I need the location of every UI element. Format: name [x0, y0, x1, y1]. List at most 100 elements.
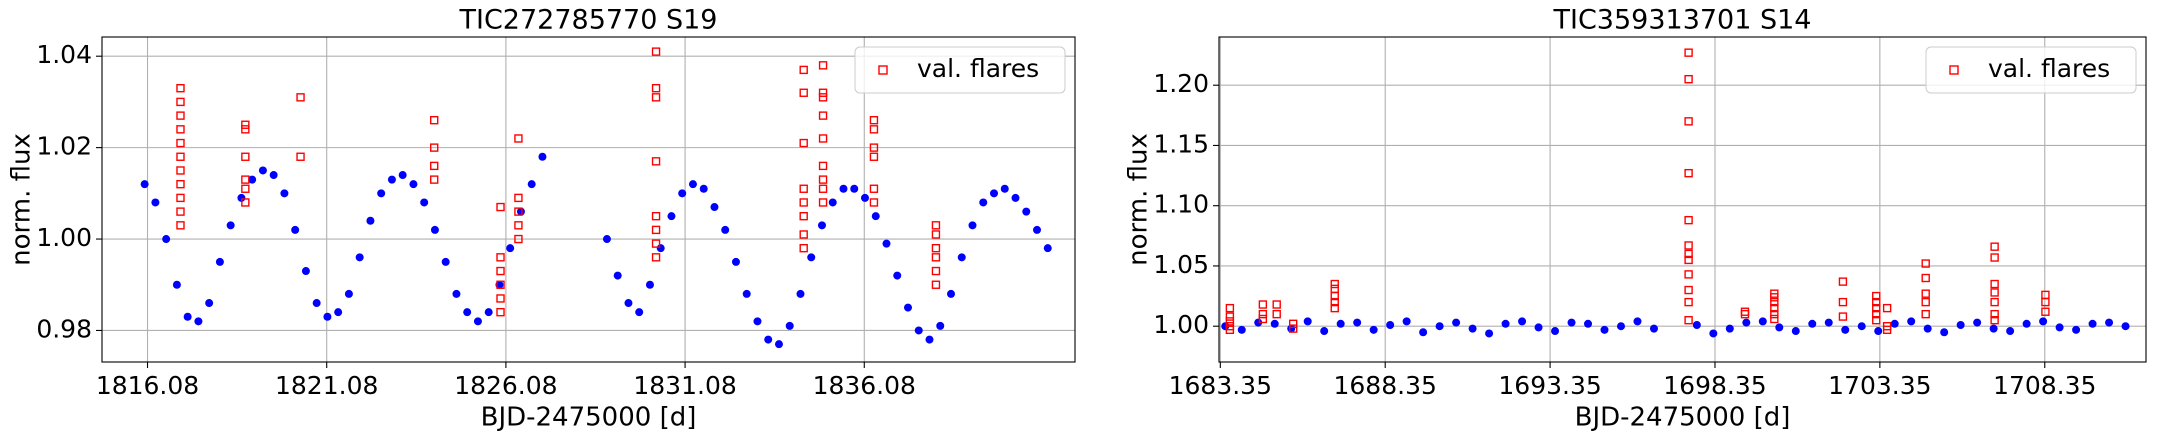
data-point	[656, 244, 665, 253]
flare-marker	[931, 243, 941, 253]
data-point	[1287, 324, 1296, 333]
flare-marker	[799, 88, 808, 97]
flare-marker	[1990, 253, 1999, 262]
flare-marker	[1225, 312, 1235, 321]
chart-panel: 1816.08 1821.08 1826.08 1831.08 1836.08 0.98 1…	[7, 5, 1076, 432]
x-tick-label: 1688.35	[1334, 371, 1437, 400]
flare-marker	[1838, 277, 1848, 286]
data-point	[1633, 317, 1642, 326]
flare-marker	[1770, 309, 1779, 319]
flare-marker	[1872, 309, 1881, 319]
data-point	[2105, 318, 2114, 327]
data-point	[258, 166, 267, 175]
flare-marker	[496, 294, 505, 303]
data-point	[269, 171, 278, 180]
flare-marker	[496, 253, 505, 262]
data-point	[215, 257, 224, 266]
flare-marker	[1330, 279, 1339, 289]
flare-marker	[1921, 289, 1930, 298]
flare-marker	[241, 175, 250, 184]
data-point	[2022, 319, 2031, 328]
flare-marker	[1684, 297, 1693, 307]
flare-marker	[1990, 315, 1999, 325]
data-point	[1956, 321, 1965, 330]
flare-marker	[651, 211, 661, 221]
flare-marker	[430, 161, 439, 171]
flare-marker	[931, 266, 941, 276]
flare-marker	[1684, 117, 1693, 126]
flare-marker	[1882, 325, 1892, 335]
flare-marker	[241, 198, 250, 207]
flare-marker	[818, 111, 828, 120]
data-point	[882, 239, 891, 248]
flare-marker	[176, 83, 185, 93]
flare-marker	[818, 88, 828, 97]
flare-marker	[869, 152, 879, 161]
flare-marker	[496, 202, 505, 212]
data-point	[334, 308, 343, 317]
flare-marker	[651, 47, 661, 56]
flare-marker	[1990, 279, 1999, 289]
flare-marker	[869, 115, 879, 125]
data-point	[527, 180, 536, 189]
x-tick-label: 1836.08	[813, 371, 916, 400]
data-point	[1468, 324, 1477, 333]
flare-marker	[176, 207, 185, 216]
flare-marker	[818, 134, 828, 143]
data-point	[1758, 317, 1767, 326]
axes-frame	[101, 36, 1076, 363]
data-point	[753, 317, 762, 326]
data-point	[441, 257, 450, 266]
flare-marker	[651, 157, 661, 166]
data-point	[387, 175, 396, 184]
data-point	[1353, 318, 1362, 327]
chart-title: TIC359313701 S14	[1553, 5, 1812, 36]
data-point	[205, 299, 214, 308]
flare-marker	[799, 184, 808, 193]
flare-marker	[651, 93, 661, 102]
legend-box	[1925, 46, 2137, 94]
data-point	[688, 180, 697, 189]
data-point	[2006, 327, 2015, 336]
x-tick-label: 1698.35	[1663, 371, 1766, 400]
data-point	[183, 312, 192, 321]
data-point	[1254, 318, 1263, 327]
flare-marker	[296, 93, 305, 102]
x-tick-label: 1826.08	[454, 371, 557, 400]
data-point	[1485, 329, 1494, 338]
data-point	[151, 198, 160, 207]
data-point	[710, 203, 719, 212]
flare-marker	[818, 175, 828, 184]
flare-marker	[1684, 270, 1693, 279]
data-point	[624, 299, 633, 308]
flare-marker	[1330, 291, 1339, 301]
data-point	[1923, 324, 1932, 333]
x-tick-label: 1831.08	[633, 371, 736, 400]
data-point	[1303, 317, 1312, 326]
flare-marker	[1990, 309, 1999, 319]
y-tick-label: 1.15	[1153, 129, 1209, 158]
x-tick-label: 1816.08	[96, 371, 199, 400]
flare-marker	[818, 198, 828, 207]
series	[140, 152, 1052, 349]
data-point	[291, 225, 300, 234]
flare-marker	[176, 179, 185, 189]
data-point	[957, 253, 966, 262]
flare-marker	[799, 65, 808, 75]
data-point	[538, 152, 547, 161]
flare-marker	[931, 230, 941, 239]
y-tick-label: 0.98	[36, 314, 92, 343]
data-point	[484, 308, 493, 317]
flare-marker	[176, 97, 185, 107]
x-axis-label: BJD-2475000 [d]	[1575, 403, 1791, 432]
data-point	[463, 308, 472, 317]
flare-marker	[1272, 300, 1281, 309]
data-point	[914, 326, 923, 335]
data-point	[1336, 319, 1345, 328]
flare-marker	[1684, 285, 1693, 295]
data-point	[742, 289, 751, 298]
flare-marker	[799, 138, 808, 148]
flare-marker	[241, 120, 250, 129]
flare-marker	[1684, 249, 1693, 259]
flare-marker	[1770, 314, 1779, 324]
